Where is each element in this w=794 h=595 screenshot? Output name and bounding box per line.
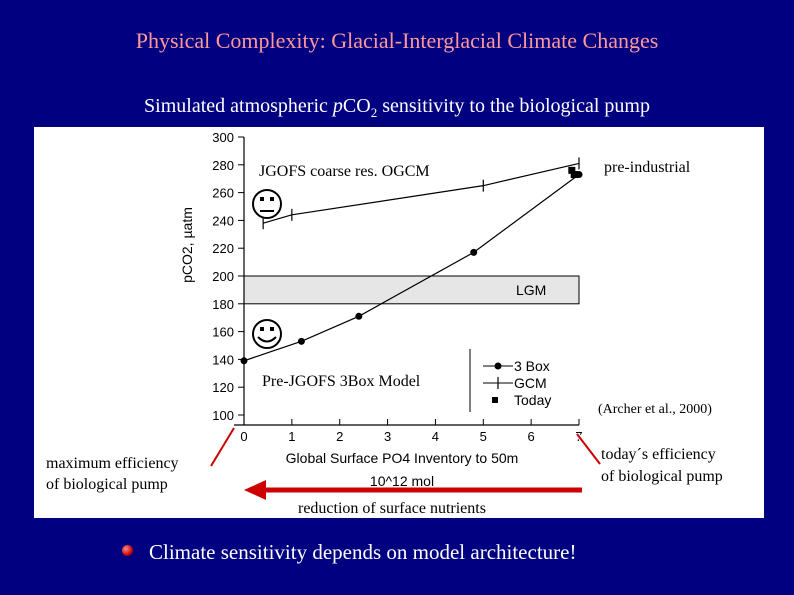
annotation-pre-jgofs: Pre-JGOFS 3Box Model <box>262 373 421 390</box>
point-3box <box>297 337 305 345</box>
y-axis-label: pCO2, µatm <box>179 207 195 283</box>
y-tick-label: 300 <box>212 130 234 145</box>
subtitle-subscript: 2 <box>370 105 378 120</box>
x-axis-label-line2: 10^12 mol <box>370 473 434 489</box>
annotation-citation: (Archer et al., 2000) <box>598 402 712 417</box>
today-efficiency-line1: today´s efficiency <box>601 446 716 463</box>
legend-marker-3box <box>494 362 502 370</box>
chart-legend: 3 Box GCM Today <box>469 349 551 412</box>
legend-label-gcm: GCM <box>514 375 547 391</box>
y-tick-label: 260 <box>212 186 234 201</box>
today-efficiency-line2: of biological pump <box>601 468 723 485</box>
x-ticks: 0 1 2 3 4 5 6 7 <box>240 419 583 444</box>
subtitle-p: p <box>332 95 343 117</box>
x-tick-label: 7 <box>575 429 582 444</box>
annotation-jgofs-ogcm: JGOFS coarse res. OGCM <box>259 163 430 180</box>
subtitle-prefix: Simulated atmospheric <box>144 95 333 117</box>
data-series <box>240 157 583 365</box>
y-tick-label: 200 <box>212 269 234 284</box>
y-tick-label: 120 <box>212 380 234 395</box>
lgm-band-label: LGM <box>516 282 546 298</box>
y-tick-label: 240 <box>212 213 234 228</box>
smiley-face-icon <box>252 319 282 349</box>
x-tick-label: 4 <box>432 429 439 444</box>
lgm-band <box>243 275 580 305</box>
y-tick-label: 100 <box>212 408 234 423</box>
point-today <box>568 166 576 174</box>
max-efficiency-line2: of biological pump <box>46 476 168 493</box>
slide-title: Physical Complexity: Glacial-Interglacia… <box>135 28 659 53</box>
x-tick-label: 2 <box>336 429 343 444</box>
slide-subtitle: Simulated atmospheric pCO2 sensitivity t… <box>0 95 794 121</box>
bullet-dot-icon <box>122 545 133 556</box>
legend-label-today: Today <box>514 392 551 408</box>
legend-label-3box: 3 Box <box>514 358 550 374</box>
subtitle-co: CO <box>342 95 371 117</box>
series-line-3-box <box>243 174 580 362</box>
y-tick-label: 280 <box>212 158 234 173</box>
point-today <box>570 171 578 179</box>
annotation-pre-industrial: pre-industrial <box>604 159 691 176</box>
figure-panel: LGM 100 120 140 160 180 200 220 240 260 280 300 0 1… <box>34 127 764 518</box>
x-tick-label: 3 <box>384 429 391 444</box>
x-axis-label-line1: Global Surface PO4 Inventory to 50m <box>286 450 519 466</box>
y-tick-label: 180 <box>212 297 234 312</box>
legend-marker-today <box>492 397 498 403</box>
x-tick-label: 5 <box>480 429 487 444</box>
y-ticks: 100 120 140 160 180 200 220 240 260 280 300 <box>212 130 244 423</box>
point-3box <box>240 357 248 365</box>
annotation-reduction: reduction of surface nutrients <box>298 500 486 517</box>
x-tick-label: 0 <box>240 429 247 444</box>
y-tick-label: 220 <box>212 241 234 256</box>
series-line-gcm <box>262 162 580 224</box>
x-tick-label: 6 <box>528 429 535 444</box>
y-tick-label: 140 <box>212 352 234 367</box>
neutral-face-icon <box>252 189 282 219</box>
today-efficiency-label: today´s efficiency of biological pump <box>601 444 723 488</box>
pco2-chart: LGM 100 120 140 160 180 200 220 240 260 280 300 0 1… <box>179 130 712 517</box>
point-3box <box>470 248 478 256</box>
conclusion-text: Climate sensitivity depends on model arc… <box>149 540 577 564</box>
x-tick-label: 1 <box>288 429 295 444</box>
point-3box <box>355 312 363 320</box>
max-efficiency-line1: maximum efficiency <box>46 455 179 472</box>
max-efficiency-label: maximum efficiency of biological pump <box>46 453 179 495</box>
subtitle-suffix: sensitivity to the biological pump <box>377 95 650 117</box>
y-tick-label: 160 <box>212 325 234 340</box>
